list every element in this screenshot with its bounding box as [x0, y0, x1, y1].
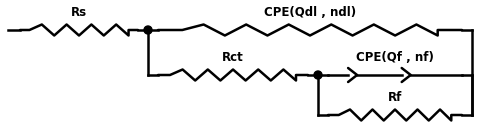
Text: Rf: Rf [388, 91, 402, 104]
Circle shape [314, 71, 322, 79]
Text: CPE(Qf , nf): CPE(Qf , nf) [356, 51, 434, 64]
Text: CPE(Qdl , ndl): CPE(Qdl , ndl) [264, 6, 356, 19]
Text: Rs: Rs [71, 6, 87, 19]
Circle shape [144, 26, 152, 34]
Text: Rct: Rct [222, 51, 244, 64]
